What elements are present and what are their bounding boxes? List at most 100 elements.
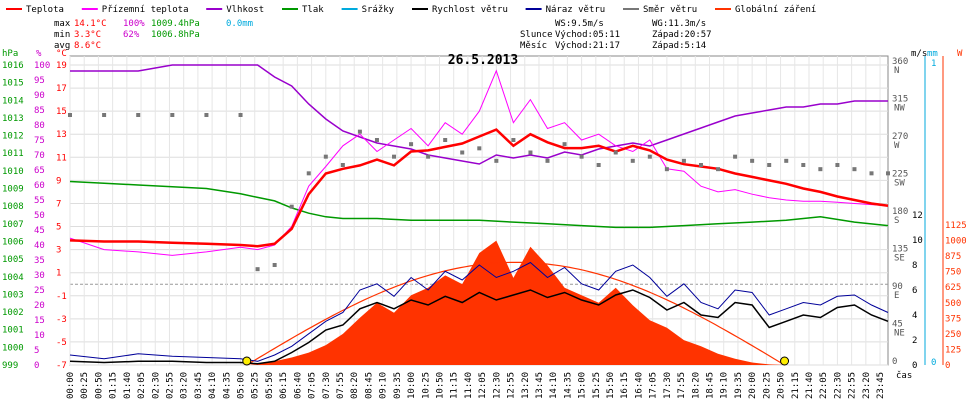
axis-tick-degc: 7 bbox=[56, 199, 61, 209]
axis-tick-hpa: 999 bbox=[2, 361, 18, 371]
x-tick-label: 13:45 bbox=[535, 372, 545, 399]
wind-direction-point bbox=[733, 154, 738, 159]
stat-wg: WG:11.3m/s bbox=[652, 19, 706, 29]
series-teplota bbox=[69, 128, 889, 248]
series-rychlost-vetru bbox=[69, 289, 889, 365]
axis-tick-wm2: 750 bbox=[945, 268, 961, 278]
sun-marker bbox=[242, 356, 252, 366]
x-tick-label: 22:55 bbox=[848, 372, 858, 399]
axis-tick-dir: 270 bbox=[892, 132, 908, 142]
wind-direction-point bbox=[204, 113, 209, 117]
x-tick-label: 02:05 bbox=[137, 372, 147, 399]
x-tick-label: 18:45 bbox=[706, 372, 716, 399]
wind-direction-point bbox=[289, 204, 294, 209]
stat-min-label: min bbox=[54, 30, 70, 40]
axis-label-degc: °C bbox=[56, 49, 67, 59]
x-tick-label: 18:20 bbox=[691, 372, 701, 399]
stat-min-temp: 3.3°C bbox=[74, 30, 101, 40]
x-tick-label: 07:05 bbox=[308, 372, 318, 399]
axis-tick-hpa: 1005 bbox=[2, 255, 24, 265]
legend-label: Srážky bbox=[362, 5, 395, 15]
chart-title: 26.5.2013 bbox=[448, 53, 518, 68]
axis-tick-dir-label: NW bbox=[894, 104, 905, 114]
x-tick-label: 10:50 bbox=[435, 372, 445, 399]
axis-tick-pct: 50 bbox=[34, 211, 45, 221]
axis-tick-pct: 5 bbox=[34, 346, 39, 356]
x-tick-label: 23:45 bbox=[876, 372, 886, 399]
x-tick-label: 22:05 bbox=[819, 372, 829, 399]
axis-tick-hpa: 1003 bbox=[2, 290, 24, 300]
wind-direction-point bbox=[596, 163, 601, 167]
wind-direction-point bbox=[68, 113, 72, 117]
wind-direction-point bbox=[340, 163, 345, 167]
series-globalni-zareni bbox=[70, 240, 888, 365]
legend-label: Náraz větru bbox=[546, 5, 606, 15]
axis-tick-pct: 80 bbox=[34, 121, 45, 131]
stat-min-press: 1006.8hPa bbox=[151, 30, 200, 40]
wind-direction-point bbox=[852, 167, 857, 172]
x-tick-label: 02:30 bbox=[151, 372, 161, 399]
axis-tick-ms: 2 bbox=[912, 336, 917, 346]
x-tick-label: 01:40 bbox=[123, 372, 133, 399]
legend-label: Globální záření bbox=[735, 5, 816, 15]
axis-tick-degc: 15 bbox=[56, 107, 67, 117]
axis-tick-wm2: 250 bbox=[945, 330, 961, 340]
axis-tick-pct: 70 bbox=[34, 151, 45, 161]
axis-tick-degc: -5 bbox=[56, 338, 67, 348]
axis-tick-hpa: 1006 bbox=[2, 237, 24, 247]
stat-moon-set: Západ:5:14 bbox=[652, 41, 706, 51]
wind-direction-point bbox=[545, 158, 550, 163]
x-tick-label: 14:35 bbox=[563, 372, 573, 399]
axis-tick-dir: 90 bbox=[892, 282, 903, 292]
wind-direction-point bbox=[477, 146, 482, 151]
wind-direction-point bbox=[750, 158, 755, 163]
axis-label-hpa: hPa bbox=[2, 49, 18, 59]
wind-direction-point bbox=[460, 150, 465, 155]
x-tick-label: 01:15 bbox=[109, 372, 119, 399]
axis-tick-dir-label: NE bbox=[894, 329, 905, 339]
x-tick-label: 07:55 bbox=[336, 372, 346, 399]
axis-tick-hpa: 1000 bbox=[2, 343, 24, 353]
axis-tick-pct: 25 bbox=[34, 286, 45, 296]
wind-direction-point bbox=[664, 167, 669, 172]
x-tick-label: 03:45 bbox=[194, 372, 204, 399]
x-tick-label: 17:55 bbox=[677, 372, 687, 399]
series-theoretical-radiation bbox=[246, 261, 784, 366]
axis-tick-pct: 75 bbox=[34, 136, 45, 146]
axis-tick-dir: 45 bbox=[892, 320, 903, 330]
axis-tick-degc: 9 bbox=[56, 176, 61, 186]
stat-ws: WS:9.5m/s bbox=[555, 19, 604, 29]
x-tick-label: 09:10 bbox=[379, 372, 389, 399]
x-tick-label: 21:40 bbox=[805, 372, 815, 399]
x-tick-label: 02:55 bbox=[165, 372, 175, 399]
axis-tick-hpa: 1016 bbox=[2, 61, 24, 71]
axis-tick-dir: 225 bbox=[892, 170, 908, 180]
x-tick-label: 04:10 bbox=[208, 372, 218, 399]
wind-direction-point bbox=[681, 158, 686, 163]
x-tick-label: 04:35 bbox=[222, 372, 232, 399]
axis-label-wm2: W bbox=[957, 49, 963, 59]
x-tick-label: 00:50 bbox=[94, 372, 104, 399]
x-axis-label: čas bbox=[896, 370, 912, 381]
legend-label: Rychlost větru bbox=[432, 5, 508, 15]
x-tick-label: 20:50 bbox=[777, 372, 787, 399]
axis-tick-hpa: 1012 bbox=[2, 132, 24, 142]
axis-tick-pct: 85 bbox=[34, 106, 45, 116]
x-tick-label: 06:15 bbox=[279, 372, 289, 399]
x-tick-label: 10:25 bbox=[421, 372, 431, 399]
x-tick-label: 00:00 bbox=[66, 372, 76, 399]
x-tick-label: 12:05 bbox=[478, 372, 488, 399]
x-tick-label: 20:00 bbox=[748, 372, 758, 399]
axis-tick-pct: 30 bbox=[34, 271, 45, 281]
wind-direction-point bbox=[511, 138, 516, 142]
axis-tick-wm2: 125 bbox=[945, 345, 961, 355]
series-naraz-vetru bbox=[69, 261, 889, 362]
axis-tick-degc: -3 bbox=[56, 315, 67, 325]
x-tick-label: 05:50 bbox=[265, 372, 275, 399]
x-tick-label: 12:30 bbox=[492, 372, 502, 399]
axis-tick-pct: 45 bbox=[34, 226, 45, 236]
wind-direction-point bbox=[443, 138, 448, 142]
axis-tick-hpa: 1002 bbox=[2, 308, 24, 318]
axis-tick-ms: 12 bbox=[912, 211, 923, 221]
axis-tick-dir: 360 bbox=[892, 57, 908, 67]
